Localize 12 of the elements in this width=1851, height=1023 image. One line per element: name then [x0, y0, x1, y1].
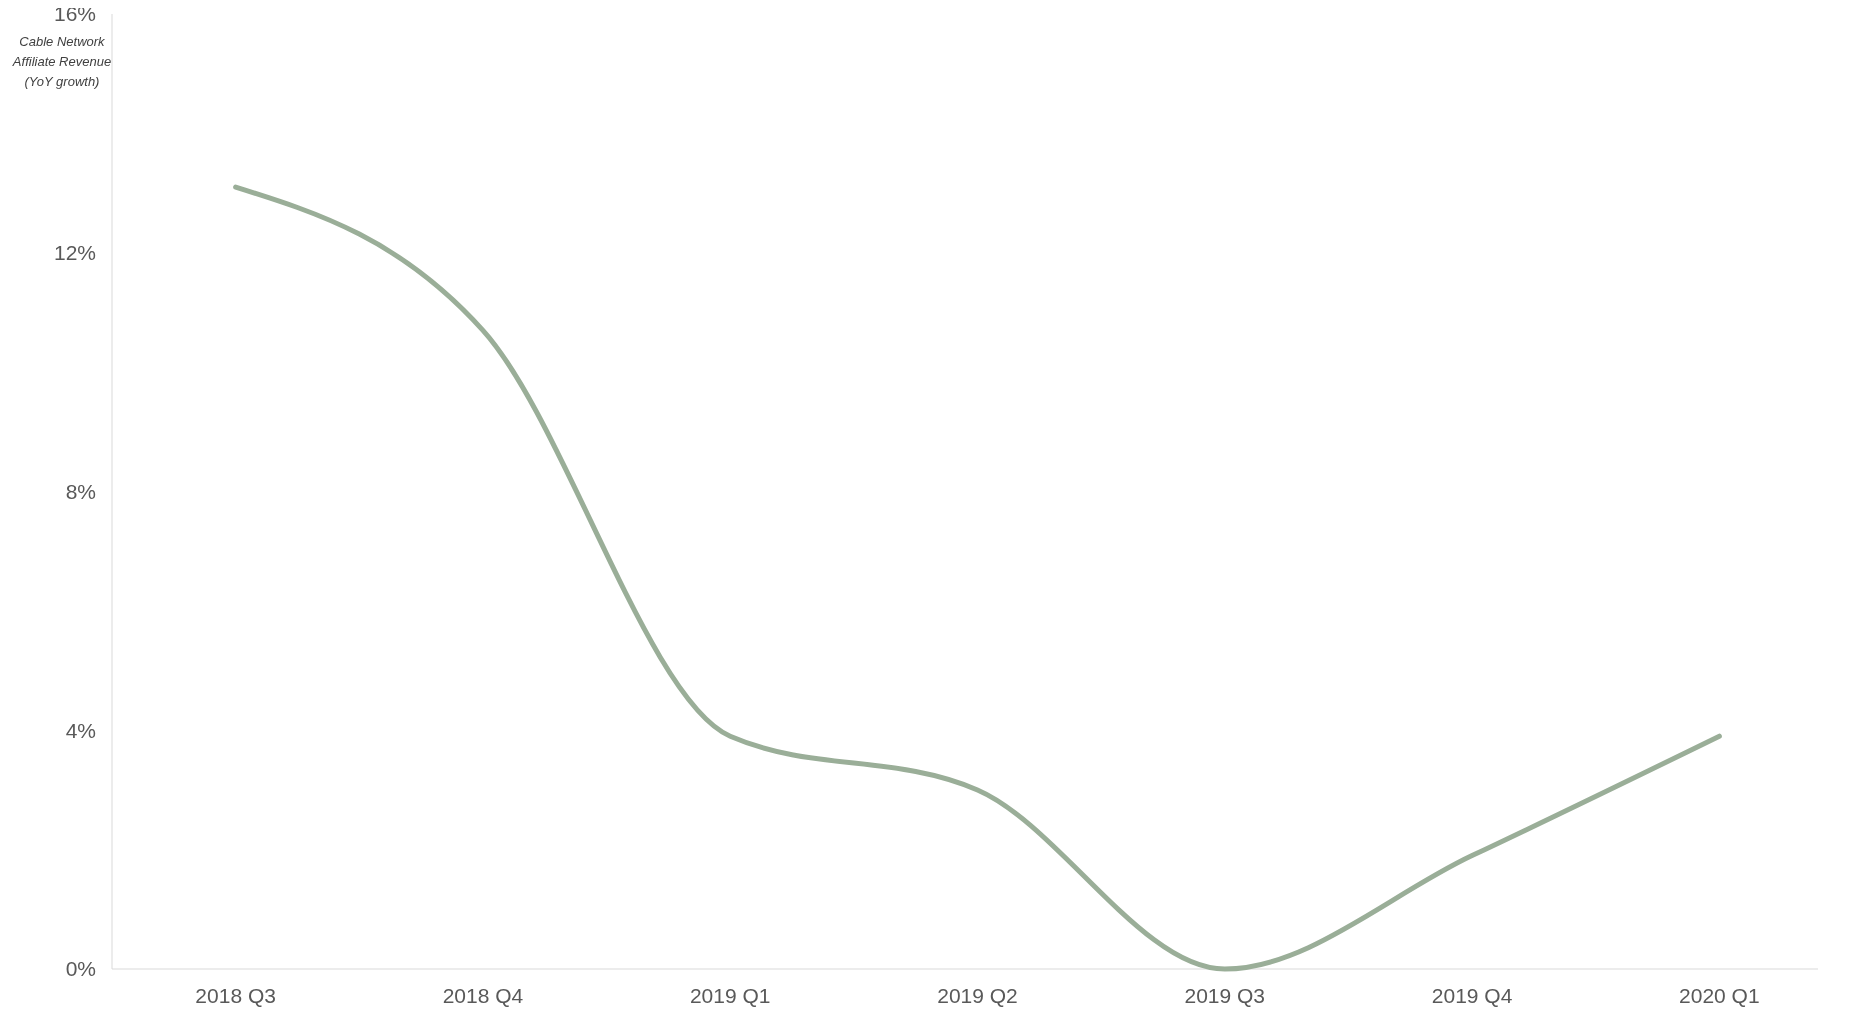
y-tick-label: 4%: [65, 718, 96, 742]
y-tick-label: 0%: [65, 957, 96, 981]
x-tick-label: 2018 Q4: [442, 984, 524, 1007]
x-tick-label: 2019 Q4: [1431, 984, 1513, 1007]
x-tick-label: 2020 Q1: [1679, 984, 1760, 1007]
x-tick-label: 2018 Q3: [195, 984, 276, 1007]
y-tick-label: 12%: [53, 241, 96, 265]
x-tick-label: 2019 Q2: [937, 984, 1018, 1007]
x-tick-label: 2019 Q3: [1184, 984, 1266, 1007]
y-axis-title: Cable Network Affiliate Revenue (YoY growth): [11, 34, 112, 89]
y-tick-label: 8%: [65, 479, 96, 503]
x-tick-label: 2019 Q1: [689, 984, 771, 1007]
